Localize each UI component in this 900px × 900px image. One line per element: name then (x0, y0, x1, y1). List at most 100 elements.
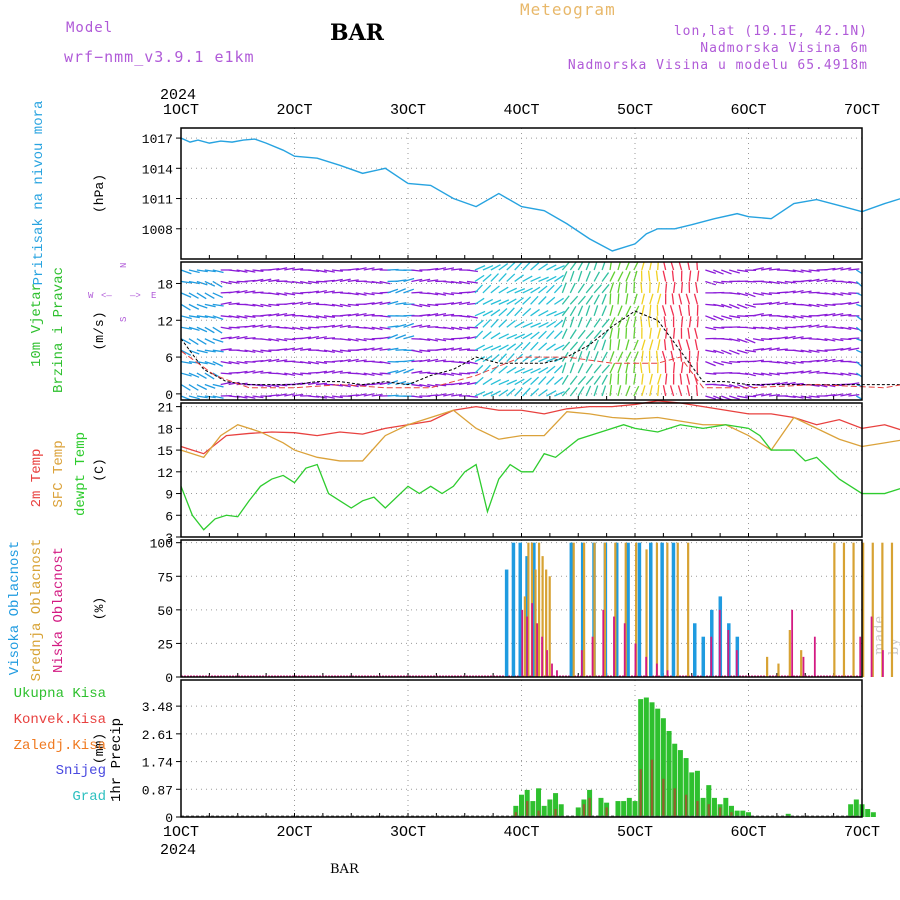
x-tick-label-bottom: 2OCT (276, 824, 312, 841)
y-tick-label: 2.61 (142, 728, 173, 743)
cloud-bar (523, 596, 526, 677)
cloud-bar (511, 542, 516, 677)
precip-bar (740, 810, 746, 817)
cloud-bar (649, 542, 653, 677)
precip-bar (598, 797, 604, 817)
legend-item-3: Zaledj.Kisa (14, 738, 106, 754)
compass-e: E (151, 291, 156, 301)
cloud-bar (701, 636, 706, 677)
precip-bar (575, 807, 581, 817)
x-tick-label-bottom: 3OCT (390, 824, 426, 841)
precip-bar (677, 750, 683, 817)
cloud-bar (862, 542, 865, 677)
cloud-bar (548, 576, 551, 677)
sfc-temp-axis-title: SFC Temp (51, 440, 67, 507)
y-tick-label: 25 (157, 637, 173, 652)
y-tick-label: 0 (165, 811, 173, 826)
precip-bar (700, 797, 706, 817)
cloud-bar (676, 542, 679, 677)
precip-bar (513, 805, 519, 817)
compass-arrow-left: <— (101, 291, 112, 301)
panel-1: 1008 1011 1014 1017 (hPa) (92, 128, 863, 259)
cloud-bar (537, 542, 541, 677)
wind-compass: W <— —> E N S (88, 263, 156, 322)
y-tick-label: 21 (157, 401, 173, 416)
cloud-bar (613, 616, 615, 677)
cloud-bar (593, 542, 596, 677)
precip-bar (723, 797, 729, 817)
cloud-bar (766, 656, 769, 677)
panel-frame (180, 261, 863, 401)
temp2m-axis-title: 2m Temp (29, 449, 45, 508)
cloud-bar (626, 542, 630, 677)
precip-bar (553, 793, 559, 817)
conv-precip-bar (673, 788, 676, 817)
cloud-bar (614, 542, 619, 677)
legend-item-1: Ukupna Kisa (14, 686, 106, 702)
precip-bar (558, 804, 564, 817)
cloud-bar (852, 542, 855, 677)
cloud-bar (671, 542, 676, 677)
precip-bar (683, 758, 689, 817)
y-tick-label: 75 (157, 570, 173, 585)
precip-bar (706, 785, 712, 817)
cloud-bar (871, 542, 874, 677)
unit-label: (hPa) (92, 174, 107, 213)
cloud-bar (532, 542, 536, 677)
y-tick-label: 12 (157, 314, 173, 329)
cloud-bar (882, 650, 884, 677)
panel-frame (180, 679, 863, 818)
precip-bar (547, 799, 553, 817)
precip-bar (734, 810, 740, 817)
y-tick-label: 12 (157, 466, 173, 481)
cloud-bar (655, 663, 658, 677)
cloud-bar (802, 656, 805, 677)
x-tick-label-top: 3OCT (390, 102, 426, 119)
compass-arrow-right: —> (129, 291, 141, 301)
y-tick-label: 1014 (142, 162, 173, 177)
cloud-bar (710, 636, 713, 677)
dewpt-axis-title: dewpt Temp (73, 432, 89, 516)
cloud-bar (583, 542, 586, 677)
y-tick-label: 3 (165, 531, 173, 546)
cloud-bar (655, 542, 659, 677)
y-tick-label: 1017 (142, 132, 173, 147)
wind-speed-line (180, 310, 900, 386)
cloud-bar (541, 556, 544, 677)
precip-bar (655, 708, 661, 817)
cloud-bar (637, 542, 642, 677)
conv-precip-bar (537, 810, 540, 817)
cloud-bar (546, 650, 548, 677)
station-title: BAR (330, 20, 384, 46)
conv-precip-bar (605, 807, 608, 817)
cloud-bar (572, 542, 575, 677)
precip-bar (530, 801, 536, 817)
precip-bar (711, 797, 717, 817)
cloud-bar (666, 670, 669, 677)
cloud-bar (842, 542, 846, 677)
legend-item-4: Snijeg (56, 763, 106, 779)
station-elevation: Nadmorska Visina 6m (700, 41, 868, 56)
model-elevation: Nadmorska Visina u modelu 65.4918m (567, 58, 868, 73)
precip-bar (649, 702, 655, 817)
legend-item-2: Konvek.Kisa (14, 712, 106, 728)
conv-precip-bar (662, 778, 665, 817)
panel-5: 0 0.87 1.74 2.61 3.48 (mm) (92, 680, 863, 826)
y-tick-label: 1011 (142, 193, 173, 208)
cloud-bar (580, 542, 585, 677)
precip-bar (689, 772, 695, 817)
precip-bar (672, 743, 678, 817)
precip-bar (615, 801, 621, 817)
year-top: 2024 (160, 87, 196, 104)
panel-frame (180, 402, 863, 538)
high-cloud-axis-title: Visoka Oblacnost (7, 541, 23, 675)
sfc-temp-line (180, 409, 900, 462)
cloud-bar (504, 569, 509, 677)
cloud-bar (545, 569, 548, 677)
precip-bar (626, 797, 632, 817)
x-tick-label-top: 1OCT (163, 102, 199, 119)
cloud-bar (666, 542, 669, 677)
x-tick-label-bottom: 5OCT (617, 824, 653, 841)
unit-label: (C) (92, 458, 107, 481)
compass-s: S (119, 317, 129, 322)
